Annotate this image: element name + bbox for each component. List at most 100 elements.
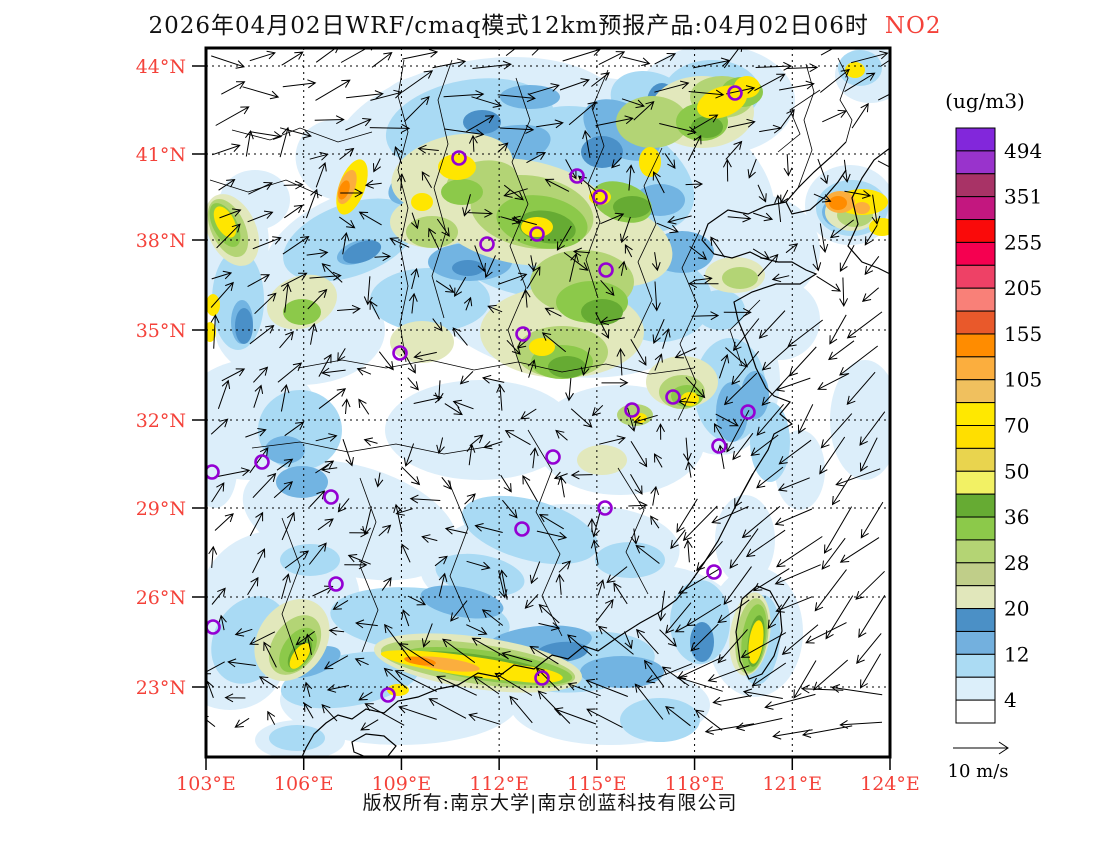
wind-arrow (250, 131, 283, 140)
wind-arrow (839, 277, 849, 307)
wind-arrow (732, 432, 754, 461)
wind-arrow (496, 383, 506, 411)
wind-arrow (436, 437, 445, 455)
wind-arrow (524, 593, 539, 609)
wind-arrow (321, 367, 346, 377)
wind-arrow (859, 411, 886, 446)
wind-arrow (400, 543, 411, 563)
wind-arrow (657, 590, 667, 622)
wind-arrow (846, 311, 883, 339)
wind-arrow (645, 663, 693, 684)
colorbar-swatch (955, 356, 996, 381)
wind-arrow (474, 523, 503, 533)
wind-arrow (734, 473, 754, 508)
colorbar-tick-label: 105 (1004, 368, 1042, 392)
wind-arrow (622, 56, 651, 67)
wind-arrow (526, 152, 547, 164)
wind-arrow (249, 50, 276, 62)
wind-arrow (674, 347, 697, 359)
wind-arrow (880, 59, 890, 67)
colorbar-swatch (955, 516, 996, 541)
wind-arrow (851, 102, 869, 129)
wind-arrow (563, 252, 589, 271)
wind-arrow (304, 633, 314, 656)
wind-arrow (501, 650, 533, 663)
wind-arrow (812, 244, 822, 272)
wind-arrow (462, 194, 471, 217)
wind-arrow (463, 296, 473, 311)
wind-arrow (247, 274, 271, 288)
contour-blob (235, 308, 253, 344)
lon-tick-label: 118°E (665, 773, 725, 795)
province-border (507, 77, 531, 373)
wind-arrow (777, 477, 810, 492)
station-marker (597, 500, 613, 516)
wind-arrow (410, 212, 420, 230)
contour-blob (695, 290, 745, 330)
colorbar-unit: (ug/m3) (945, 89, 1025, 113)
contour-blob (691, 116, 723, 138)
station-marker (254, 454, 270, 470)
contour-blob (438, 154, 476, 180)
geography (209, 57, 890, 757)
colorbar-swatch (955, 264, 996, 289)
wind-arrow (654, 80, 690, 93)
station-marker (206, 464, 220, 480)
wind-arrow (723, 566, 752, 606)
wind-arrow (314, 115, 345, 125)
wind-arrow (481, 374, 505, 384)
wind-arrow (506, 339, 521, 355)
contour-blob (581, 136, 623, 168)
wind-arrow (497, 142, 509, 153)
wind-arrow (221, 368, 246, 382)
wind-arrow (685, 460, 694, 478)
wind-arrow (494, 672, 533, 696)
wind-arrow (282, 79, 317, 89)
wind-arrow (683, 539, 693, 563)
wind-arrow (381, 577, 392, 591)
colorbar-swatch (955, 585, 996, 610)
wind-arrow (661, 666, 690, 687)
wind-arrow (696, 540, 723, 572)
contour-blob (616, 96, 688, 148)
wind-arrow (499, 124, 535, 134)
wind-arrow (830, 684, 883, 696)
wind-arrow (452, 399, 474, 410)
station-marker (598, 262, 614, 278)
wind-arrow (785, 243, 799, 254)
lat-tick-label: 26°N (136, 587, 186, 609)
wind-arrow (363, 437, 378, 446)
wind-arrow (747, 158, 757, 179)
province-border (729, 299, 761, 367)
wind-arrow (320, 464, 338, 474)
wind-arrow (500, 474, 512, 493)
wind-arrow (538, 603, 560, 624)
wind-arrow (216, 467, 251, 478)
wind-arrow (779, 80, 815, 91)
province-border (431, 59, 453, 319)
wind-arrow (570, 470, 593, 480)
wind-arrow (528, 83, 560, 95)
wind-arrow (398, 643, 435, 667)
wind-arrow (277, 362, 303, 383)
wind-arrow (841, 159, 851, 183)
station-marker (534, 670, 550, 686)
wind-arrow (659, 123, 697, 135)
wind-arrow (628, 501, 648, 510)
province-border (837, 57, 853, 143)
wind-arrow (438, 572, 448, 597)
wind-scale-arrow (953, 741, 1009, 755)
wind-arrow (586, 708, 623, 728)
wind-arrow (306, 248, 329, 258)
wind-arrow (725, 347, 748, 368)
wind-arrow (600, 212, 625, 225)
wind-arrow (844, 72, 876, 93)
wind-arrow (471, 96, 503, 108)
wind-arrow (822, 109, 848, 123)
station-marker (514, 521, 530, 537)
wind-arrow (829, 219, 855, 239)
wind-arrow (221, 81, 246, 95)
wind-arrow (764, 693, 816, 710)
wind-arrow (211, 587, 226, 605)
province-border (777, 89, 821, 153)
